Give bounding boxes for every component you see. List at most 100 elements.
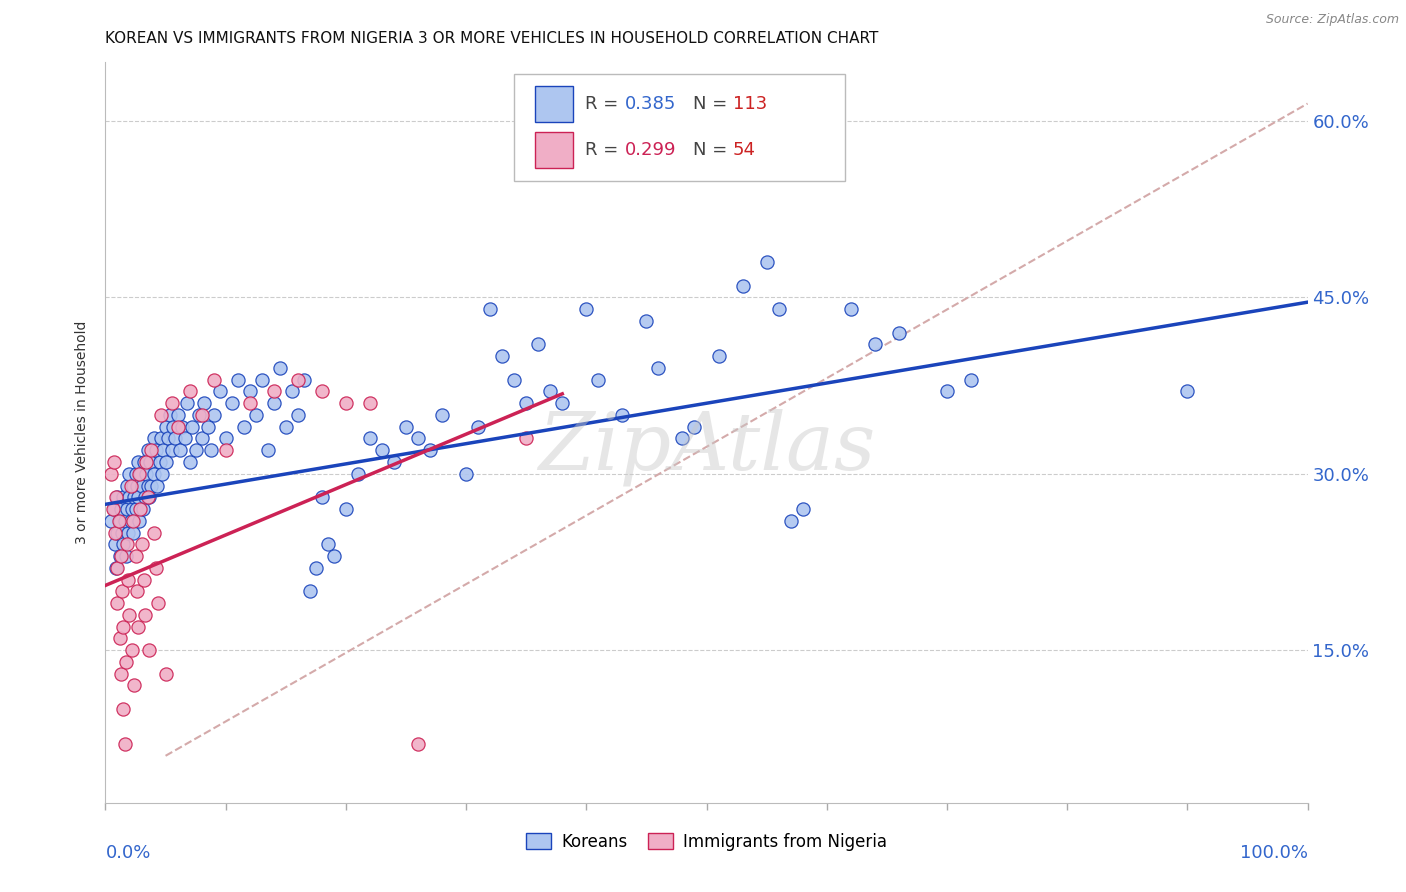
Point: [671, 432, 693, 446]
Point: [100, 467, 122, 481]
Point: [839, 302, 862, 317]
Point: [647, 361, 669, 376]
Point: [250, 373, 273, 387]
Text: R =: R =: [585, 95, 624, 113]
Point: [120, 478, 142, 492]
Point: [112, 619, 135, 633]
Point: [139, 443, 162, 458]
Point: [172, 419, 194, 434]
Point: [111, 584, 134, 599]
Point: [138, 643, 160, 657]
Point: [129, 467, 152, 481]
Point: [395, 419, 418, 434]
Point: [792, 502, 814, 516]
Point: [150, 467, 173, 481]
Point: [551, 396, 574, 410]
Point: [200, 443, 222, 458]
Point: [768, 302, 790, 317]
Point: [176, 396, 198, 410]
Point: [121, 502, 143, 516]
Point: [142, 467, 165, 481]
Point: [371, 443, 394, 458]
Point: [179, 384, 201, 399]
Text: 113: 113: [733, 95, 768, 113]
Point: [202, 408, 225, 422]
Point: [406, 737, 429, 751]
Point: [454, 467, 477, 481]
Point: [149, 408, 172, 422]
Point: [134, 607, 156, 622]
Point: [132, 573, 155, 587]
Point: [298, 584, 321, 599]
Point: [960, 373, 983, 387]
Point: [148, 596, 170, 610]
Point: [127, 455, 149, 469]
FancyBboxPatch shape: [515, 73, 845, 181]
Point: [166, 408, 188, 422]
Point: [166, 419, 188, 434]
Point: [515, 432, 537, 446]
Legend: Koreans, Immigrants from Nigeria: Koreans, Immigrants from Nigeria: [520, 826, 893, 857]
FancyBboxPatch shape: [534, 132, 574, 168]
Point: [160, 396, 183, 410]
Point: [122, 478, 145, 492]
Point: [112, 490, 135, 504]
Point: [311, 490, 333, 504]
Point: [115, 478, 138, 492]
Point: [359, 396, 381, 410]
Text: 0.0%: 0.0%: [105, 844, 150, 862]
Point: [139, 478, 162, 492]
Point: [214, 443, 236, 458]
Point: [128, 514, 150, 528]
Point: [179, 455, 201, 469]
Point: [118, 607, 141, 622]
Point: [779, 514, 801, 528]
Point: [129, 502, 152, 516]
Point: [636, 314, 658, 328]
Point: [287, 408, 309, 422]
Point: [131, 537, 153, 551]
Point: [114, 514, 136, 528]
Point: [124, 490, 146, 504]
Point: [110, 666, 132, 681]
Point: [101, 502, 124, 516]
Point: [156, 432, 179, 446]
Point: [135, 467, 157, 481]
Point: [145, 443, 167, 458]
Point: [588, 373, 610, 387]
Text: N =: N =: [693, 141, 734, 159]
Point: [139, 455, 162, 469]
Point: [117, 525, 139, 540]
Point: [184, 443, 207, 458]
Point: [575, 302, 598, 317]
Point: [169, 443, 191, 458]
Point: [125, 584, 148, 599]
Point: [887, 326, 910, 340]
Point: [114, 737, 136, 751]
Point: [491, 349, 513, 363]
Point: [190, 432, 212, 446]
Point: [118, 467, 141, 481]
Point: [103, 455, 125, 469]
Point: [406, 432, 429, 446]
Point: [142, 525, 165, 540]
Point: [136, 490, 159, 504]
Point: [110, 549, 132, 563]
Point: [305, 561, 328, 575]
Point: [127, 490, 149, 504]
Point: [136, 443, 159, 458]
Point: [382, 455, 405, 469]
Point: [311, 384, 333, 399]
Point: [263, 396, 285, 410]
Point: [107, 596, 129, 610]
Point: [104, 537, 127, 551]
Point: [104, 525, 127, 540]
Point: [707, 349, 730, 363]
Point: [256, 443, 278, 458]
Point: [136, 478, 159, 492]
Text: 0.299: 0.299: [624, 141, 676, 159]
Point: [155, 419, 177, 434]
Point: [155, 455, 177, 469]
Point: [108, 632, 131, 646]
Point: [538, 384, 561, 399]
